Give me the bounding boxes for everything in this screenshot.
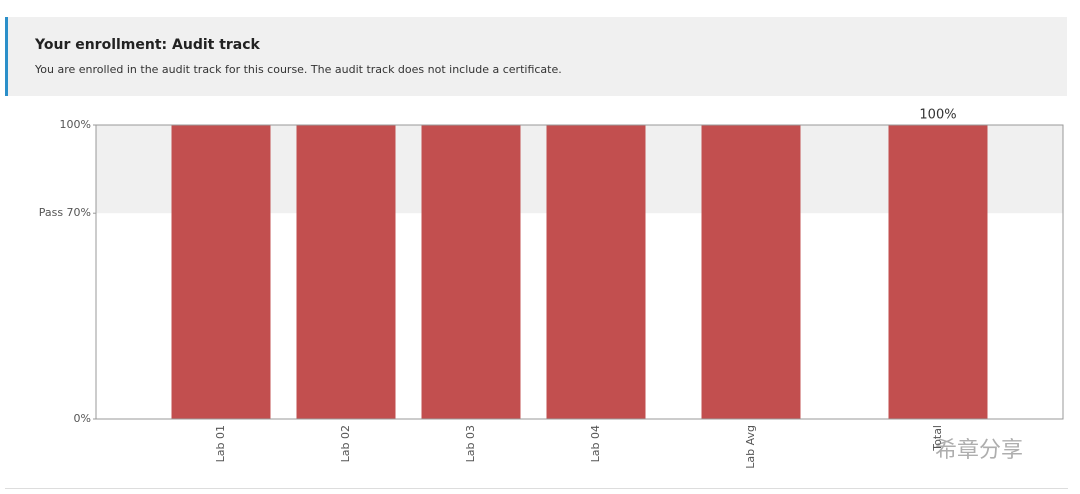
bar (421, 125, 521, 419)
x-tick-label: Lab 04 (589, 425, 602, 462)
bar (171, 125, 271, 419)
bar (888, 125, 988, 419)
x-tick-label: Lab 03 (464, 425, 477, 462)
y-tick-label: 0% (74, 412, 91, 425)
y-tick-label: 100% (60, 118, 91, 131)
banner-title: Your enrollment: Audit track (35, 37, 260, 53)
watermark: 希章分享 (935, 438, 1024, 463)
x-tick-label: Lab 01 (214, 425, 227, 462)
enrollment-banner: Your enrollment: Audit track You are enr… (5, 17, 1067, 96)
bar (546, 125, 646, 419)
bar (296, 125, 396, 419)
divider (5, 488, 1068, 489)
x-tick-label: Total (931, 425, 944, 452)
banner-text: You are enrolled in the audit track for … (35, 63, 562, 76)
plot-frame (95, 124, 1064, 420)
y-tick-label: Pass 70% (39, 206, 91, 219)
x-tick-label: Lab Avg (744, 425, 757, 469)
x-tick-label: Lab 02 (339, 425, 352, 462)
value-label: 100% (919, 108, 956, 123)
bar (701, 125, 801, 419)
